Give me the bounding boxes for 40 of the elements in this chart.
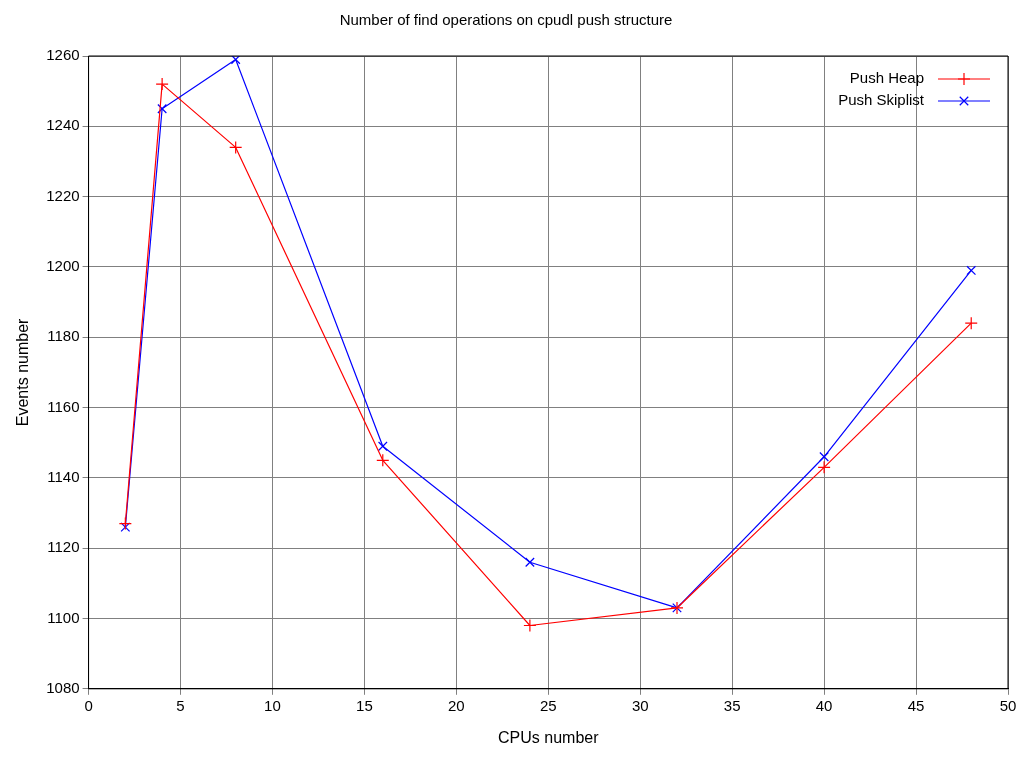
x-tick-label: 10 xyxy=(264,696,281,714)
point xyxy=(157,103,167,114)
point xyxy=(376,453,390,467)
x-tick-label: 40 xyxy=(815,696,833,714)
point xyxy=(120,522,131,532)
y-tick-label: 1140 xyxy=(47,468,80,486)
y-tick-label: 1180 xyxy=(47,327,80,345)
x-tick-label: 35 xyxy=(723,696,741,714)
x-tick-label: 30 xyxy=(631,696,649,714)
y-axis-title: Events number xyxy=(14,317,32,427)
legend-label: Push Heap xyxy=(849,69,924,87)
y-tick-label: 1240 xyxy=(46,116,80,134)
y-tick-label: 1200 xyxy=(46,257,80,275)
y-tick-label: 1160 xyxy=(47,397,80,415)
x-tick-label: 15 xyxy=(356,696,373,714)
point xyxy=(817,460,831,474)
point xyxy=(118,516,132,531)
point xyxy=(819,451,829,462)
point xyxy=(966,265,977,276)
y-tick-label: 1260 xyxy=(46,46,80,64)
x-tick-label: 0 xyxy=(84,696,93,714)
point xyxy=(155,77,169,91)
point xyxy=(377,441,388,452)
point xyxy=(964,316,978,330)
x-tick-label: 45 xyxy=(907,696,925,714)
x-tick-label: 20 xyxy=(448,696,465,714)
x-axis-title: CPUs number xyxy=(498,728,600,746)
x-tick-label: 50 xyxy=(999,696,1017,714)
x-tick-label: 25 xyxy=(539,696,557,714)
point xyxy=(525,557,535,568)
y-tick-label: 1100 xyxy=(47,608,80,626)
point xyxy=(523,618,537,633)
point xyxy=(229,140,243,154)
legend-label: Push Skiplist xyxy=(838,91,925,109)
y-tick-label: 1080 xyxy=(46,678,80,696)
y-tick-label: 1120 xyxy=(47,538,80,556)
chart-title: Number of find operations on cpudl push structure xyxy=(339,11,673,29)
y-tick-label: 1220 xyxy=(46,186,80,204)
point xyxy=(230,56,241,65)
x-tick-label: 5 xyxy=(176,696,185,714)
